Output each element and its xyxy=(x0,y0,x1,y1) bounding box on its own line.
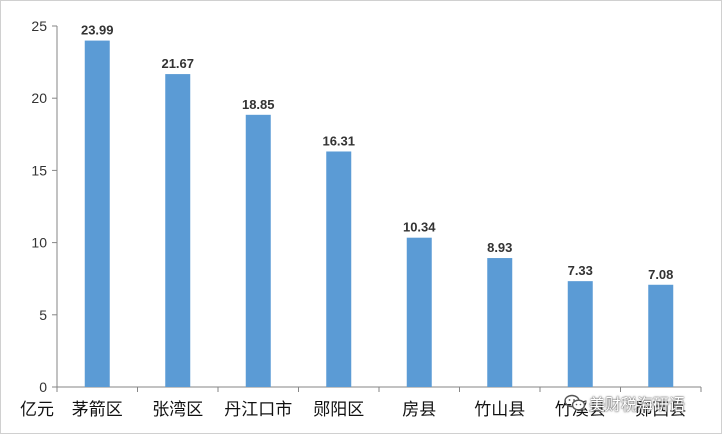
y-unit-label: 亿元 xyxy=(20,400,54,420)
y-tick-label: 20 xyxy=(31,90,47,106)
x-category-label: 房县 xyxy=(402,400,436,420)
y-tick-label: 0 xyxy=(39,379,47,395)
bar xyxy=(326,151,352,387)
bar-value-label: 18.85 xyxy=(242,97,275,112)
bar xyxy=(648,284,674,387)
chart-axes: 0 5 10 15 20 25 xyxy=(31,18,702,395)
bar-value-label: 23.99 xyxy=(81,23,114,38)
x-category-label: 茅箭区 xyxy=(72,400,123,420)
bar-value-label: 21.67 xyxy=(161,56,194,71)
bar xyxy=(84,40,110,387)
x-category-label: 张湾区 xyxy=(152,400,203,420)
x-category-label: 郧阳区 xyxy=(313,400,364,420)
bar xyxy=(165,74,191,387)
chart-bars xyxy=(84,40,674,387)
y-tick-label: 15 xyxy=(31,162,47,178)
watermark: 美财税海研语 xyxy=(564,392,685,414)
y-tick-label: 10 xyxy=(31,235,47,251)
bar-value-label: 10.34 xyxy=(403,220,436,235)
y-tick-label: 5 xyxy=(39,307,47,323)
x-category-label: 郧西县 xyxy=(635,400,686,420)
x-category-label: 竹山县 xyxy=(474,400,525,420)
bar-value-label: 16.31 xyxy=(322,133,355,148)
watermark-text: 美财税海研语 xyxy=(589,397,686,414)
bar-value-label: 7.08 xyxy=(648,267,673,282)
bar-value-label: 8.93 xyxy=(487,240,512,255)
bar xyxy=(487,258,513,387)
bar xyxy=(406,237,432,387)
x-category-label: 丹江口市 xyxy=(224,400,292,420)
bar xyxy=(567,281,593,387)
bar-value-label: 7.33 xyxy=(568,263,593,278)
bar xyxy=(245,114,271,387)
y-tick-label: 25 xyxy=(31,18,47,34)
wechat-icon xyxy=(564,394,586,411)
